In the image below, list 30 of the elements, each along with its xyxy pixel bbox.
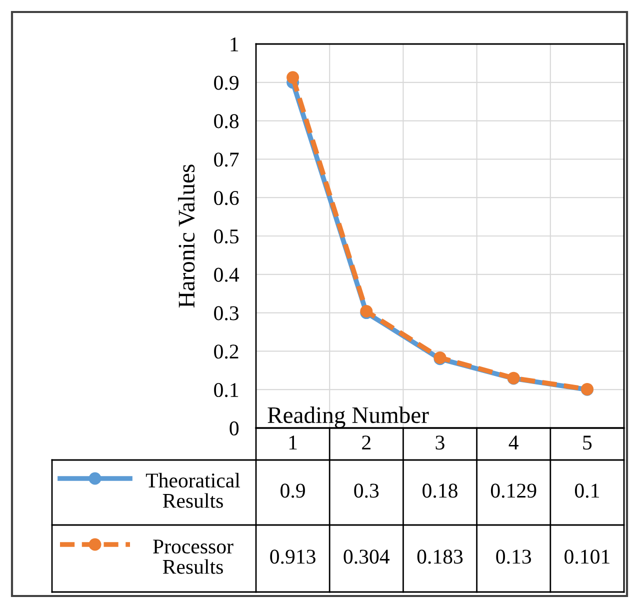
legend-label: Theoratical Results xyxy=(146,472,240,508)
legend-label: Processor Results xyxy=(153,540,234,574)
y-tick-label: 0.9 xyxy=(214,76,238,90)
data-label: 0.304 xyxy=(344,550,390,564)
data-label: 0.1 xyxy=(574,484,599,498)
y-tick-label: 0.8 xyxy=(214,114,239,128)
data-label: 0.13 xyxy=(496,550,532,564)
data-label: 0.101 xyxy=(564,550,610,564)
x-axis-title: Reading Number xyxy=(268,406,429,428)
data-label: 0.9 xyxy=(280,484,305,498)
data-label: 0.183 xyxy=(417,550,463,564)
data-label: 0.18 xyxy=(422,484,458,498)
y-tick-label: 0.6 xyxy=(214,190,239,206)
y-tick-label: 0.3 xyxy=(214,306,239,320)
y-tick-label: 0.1 xyxy=(214,382,238,398)
y-axis-title: Haronic Values xyxy=(178,164,195,308)
data-label: 0.3 xyxy=(354,484,379,498)
y-tick-label: 0.5 xyxy=(214,229,239,244)
y-tick-label: 0.7 xyxy=(214,152,239,167)
data-label: 0.129 xyxy=(490,484,536,498)
x-tick-label: 4 xyxy=(508,436,518,450)
y-tick-label: 1 xyxy=(230,37,238,52)
data-label: 0.913 xyxy=(270,550,316,564)
y-tick-label: 0.2 xyxy=(214,344,238,359)
x-tick-label: 5 xyxy=(583,436,592,450)
y-tick-label: 0 xyxy=(230,421,239,436)
x-tick-label: 1 xyxy=(289,436,297,450)
x-tick-label: 2 xyxy=(362,436,370,450)
x-tick-label: 3 xyxy=(436,436,444,450)
y-tick-label: 0.4 xyxy=(214,268,240,282)
